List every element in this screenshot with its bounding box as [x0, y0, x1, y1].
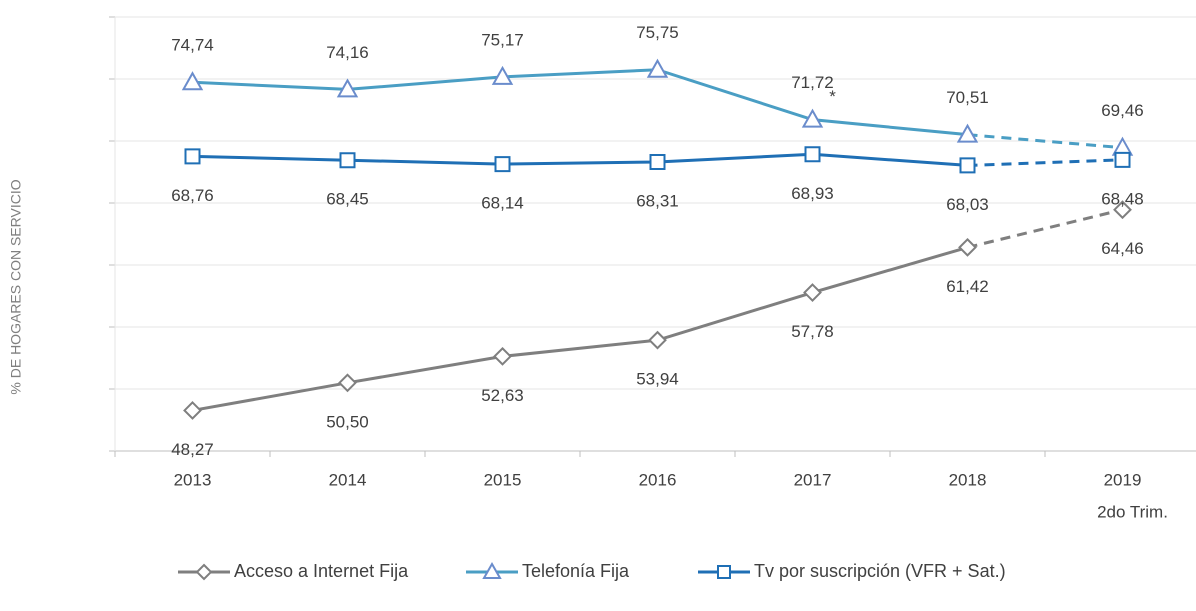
data-label: 61,42: [946, 277, 989, 296]
x-tick-label: 2016: [639, 470, 677, 489]
series-line: [192, 245, 968, 412]
marker: [958, 237, 977, 257]
marker: [956, 123, 979, 143]
marker: [801, 108, 824, 128]
series-line: [192, 68, 968, 137]
marker: [648, 330, 667, 350]
marker: [959, 157, 976, 174]
legend-label: Tv por suscripción (VFR + Sat.): [754, 561, 1006, 581]
x-tick-label: 2017: [794, 470, 832, 489]
data-label: 74,74: [171, 36, 214, 55]
data-label: 69,46: [1101, 101, 1144, 120]
data-label: 48,27: [171, 440, 214, 459]
marker: [1113, 200, 1132, 220]
x-tick-label: 2013: [174, 470, 212, 489]
x-tick-label: 2015: [484, 470, 522, 489]
legend-label: Telefonía Fija: [522, 561, 630, 581]
data-label: 68,14: [481, 194, 524, 213]
data-label: 64,46: [1101, 239, 1144, 258]
data-label: 68,48: [1101, 189, 1144, 208]
data-label: 68,45: [326, 190, 369, 209]
marker: [649, 153, 666, 170]
marker: [482, 561, 502, 579]
data-label: 71,72: [791, 73, 834, 92]
marker: [804, 146, 821, 163]
x-note: 2do Trim.: [1097, 502, 1168, 521]
marker: [338, 373, 357, 393]
data-label: 57,78: [791, 322, 834, 341]
series-line: [192, 152, 968, 167]
marker: [1114, 151, 1131, 168]
marker: [803, 283, 822, 302]
data-label: 75,17: [481, 30, 524, 49]
marker: [195, 563, 213, 581]
data-label: 68,76: [171, 186, 214, 205]
series-projection: [967, 158, 1123, 167]
data-label: 68,31: [636, 191, 679, 210]
marker: [491, 65, 514, 85]
marker: [183, 401, 202, 420]
data-label: 53,94: [636, 370, 679, 389]
marker: [181, 71, 204, 91]
data-label: 68,03: [946, 195, 989, 214]
data-label: 70,51: [946, 88, 989, 107]
note-mark: *: [829, 87, 836, 106]
marker: [494, 156, 511, 173]
data-label: 75,75: [636, 23, 679, 42]
legend-label: Acceso a Internet Fija: [234, 561, 409, 581]
legend-item: Tv por suscripción (VFR + Sat.): [698, 561, 1006, 581]
data-label: 74,16: [326, 43, 369, 62]
legend-item: Acceso a Internet Fija: [178, 561, 409, 581]
marker: [646, 58, 669, 78]
legend-item: Telefonía Fija: [466, 561, 630, 581]
x-tick-label: 2019: [1104, 470, 1142, 489]
data-label: 68,93: [791, 184, 834, 203]
y-axis-label: % DE HOGARES CON SERVICIO: [8, 179, 24, 394]
x-tick-label: 2018: [949, 470, 987, 489]
series-projection: [967, 208, 1123, 249]
marker: [184, 148, 201, 165]
marker: [717, 565, 731, 579]
marker: [493, 346, 512, 366]
data-label: 50,50: [326, 412, 369, 431]
marker: [339, 152, 356, 169]
x-tick-label: 2014: [329, 470, 367, 489]
data-label: 52,63: [481, 386, 524, 405]
series-projection: [967, 133, 1123, 150]
marker: [336, 78, 359, 98]
